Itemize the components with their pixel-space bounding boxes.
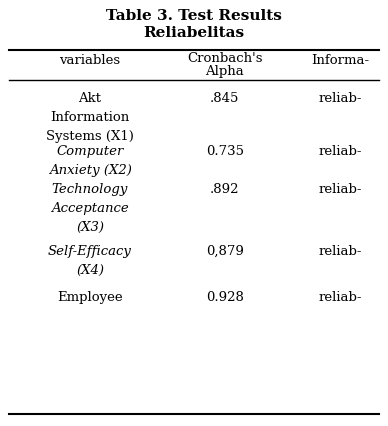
Text: reliab-: reliab- <box>319 291 362 304</box>
Text: Information: Information <box>50 111 130 124</box>
Text: 0,879: 0,879 <box>206 245 244 258</box>
Text: .845: .845 <box>210 92 239 105</box>
Text: Computer: Computer <box>56 145 124 158</box>
Text: Informa-: Informa- <box>311 54 369 67</box>
Text: reliab-: reliab- <box>319 245 362 258</box>
Text: Technology: Technology <box>52 183 128 196</box>
Text: Systems (X1): Systems (X1) <box>46 130 134 143</box>
Text: Employee: Employee <box>57 291 123 304</box>
Text: variables: variables <box>59 54 121 67</box>
Text: Acceptance: Acceptance <box>51 202 129 215</box>
Text: Cronbach's: Cronbach's <box>187 52 263 65</box>
Text: (X4): (X4) <box>76 264 104 276</box>
Text: 0.928: 0.928 <box>206 291 244 304</box>
Text: Akt: Akt <box>78 92 102 105</box>
Text: Reliabelitas: Reliabelitas <box>144 26 244 40</box>
Text: (X3): (X3) <box>76 222 104 234</box>
Text: Anxiety (X2): Anxiety (X2) <box>48 164 132 177</box>
Text: Alpha: Alpha <box>205 65 244 78</box>
Text: 0.735: 0.735 <box>206 145 244 158</box>
Text: .892: .892 <box>210 183 239 196</box>
Text: Table 3. Test Results: Table 3. Test Results <box>106 9 282 23</box>
Text: reliab-: reliab- <box>319 183 362 196</box>
Text: reliab-: reliab- <box>319 145 362 158</box>
Text: Self-Efficacy: Self-Efficacy <box>48 245 132 258</box>
Text: reliab-: reliab- <box>319 92 362 105</box>
